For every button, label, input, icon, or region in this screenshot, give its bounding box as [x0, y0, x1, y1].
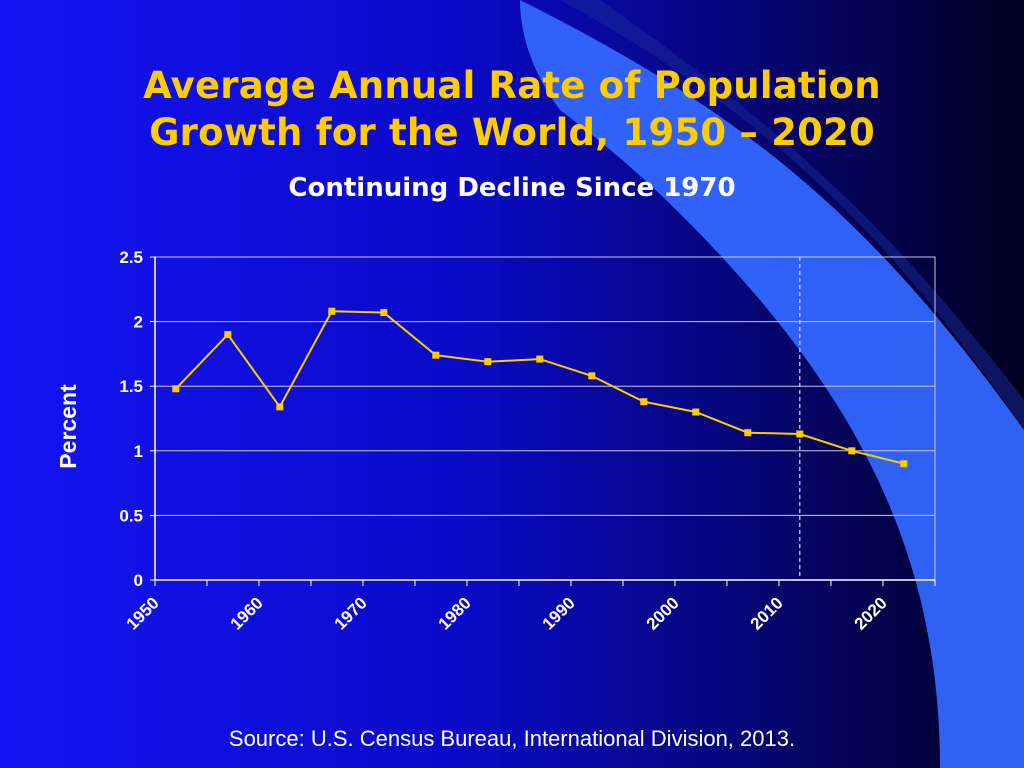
data-point [172, 385, 180, 393]
data-point [224, 331, 232, 339]
grid-layer [154, 256, 936, 581]
y-axis-label: Percent [55, 384, 81, 469]
decorative-swoosh [520, 0, 1024, 768]
slide-title-line2: Growth for the World, 1950 – 2020 [149, 111, 875, 154]
x-tick-label: 1980 [435, 593, 475, 633]
labels-layer: 0 0.5 1 1.5 2 2.5 1950 1960 1970 1980 1990 2000 2010… [55, 248, 891, 634]
slide-subtitle: Continuing Decline Since 1970 [288, 173, 736, 203]
plot-area-frame [154, 256, 936, 581]
x-tick-label: 2010 [747, 593, 787, 633]
data-point [796, 430, 804, 438]
data-point [848, 447, 856, 455]
series-line [175, 310, 905, 465]
x-tick-label: 1970 [331, 593, 371, 633]
data-point [276, 403, 284, 411]
data-point [692, 408, 700, 416]
data-point [432, 351, 440, 359]
y-tick-label: 1 [134, 442, 143, 461]
data-point [484, 358, 492, 366]
y-tick-label: 2.5 [119, 248, 143, 267]
data-point [536, 355, 544, 363]
data-point [900, 460, 908, 468]
x-tick-label: 2020 [851, 593, 891, 633]
series-layer [172, 307, 908, 468]
x-tick-label: 1990 [539, 593, 579, 633]
data-point [328, 307, 336, 315]
y-tick-label: 2 [134, 313, 143, 332]
x-tick-label: 1960 [227, 593, 267, 633]
slide-title: Average Annual Rate of Population Growth… [0, 62, 1024, 156]
data-point [380, 309, 388, 317]
data-point [588, 372, 596, 380]
y-tick-label: 0 [134, 571, 143, 590]
source-note: Source: U.S. Census Bureau, Internationa… [228, 726, 796, 751]
y-tick-label: 0.5 [119, 506, 143, 525]
slide-title-line1: Average Annual Rate of Population [143, 64, 881, 107]
x-tick-label: 1950 [123, 593, 163, 633]
axes-layer [150, 256, 936, 586]
data-point [744, 429, 752, 437]
x-tick-label: 2000 [643, 593, 683, 633]
data-point [640, 398, 648, 406]
y-tick-label: 1.5 [119, 377, 143, 396]
